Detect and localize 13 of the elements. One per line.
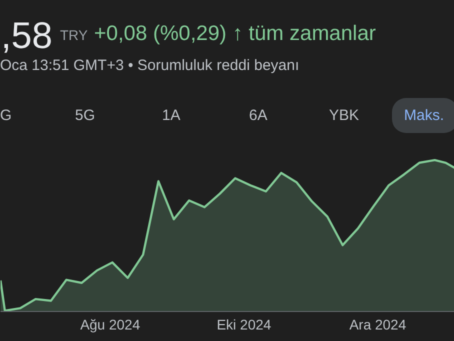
text: 5G <box>75 106 96 126</box>
text: YBK <box>329 106 360 126</box>
text: TRY <box>60 26 88 45</box>
x-tick-label: Eki 2024 <box>216 316 272 332</box>
text: 1A <box>162 106 180 126</box>
text: Maks. <box>392 98 454 134</box>
text: G <box>0 106 12 126</box>
text: +0,08 (%0,29) ↑ tüm zamanlar <box>94 21 376 47</box>
x-tick-label: Ağu 2024 <box>80 316 140 332</box>
text: 6A <box>249 106 268 126</box>
chart-subtitle: Oca 13:51 GMT+3 • Sorumluluk reddi beyanı <box>0 56 300 76</box>
x-tick-label: Ara 2024 <box>349 316 406 332</box>
chart-title: ,58 <box>1 15 52 56</box>
